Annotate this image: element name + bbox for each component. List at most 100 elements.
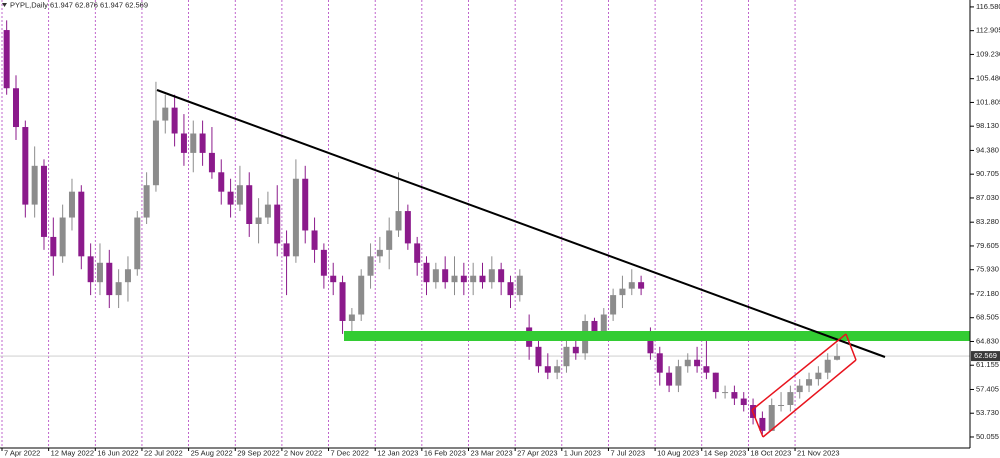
x-tick-label: 16 Feb 2023 [424, 448, 466, 457]
x-tick-label: 12 May 2022 [51, 448, 94, 457]
candle-body [731, 392, 738, 399]
candle-body [712, 372, 719, 393]
candle-body [535, 346, 542, 367]
channel-edge [845, 333, 857, 361]
candle-body [554, 366, 561, 373]
candle-body [180, 133, 187, 153]
candle-body [311, 230, 318, 250]
candle-body [134, 217, 141, 270]
candle-body [302, 178, 309, 231]
candle-body [246, 185, 253, 224]
candle-body [59, 217, 66, 257]
candle-body [40, 165, 47, 237]
candle-body [563, 346, 570, 367]
candle-body [600, 314, 607, 334]
candle-body [684, 359, 691, 367]
candle-body [796, 385, 803, 393]
x-tick-label: 7 Dec 2022 [331, 448, 369, 457]
candle-body [96, 262, 103, 283]
candle-body [460, 275, 467, 283]
candle-body [824, 359, 831, 373]
candle-body [376, 249, 383, 257]
candle-body [488, 269, 495, 283]
candle-body [330, 275, 337, 283]
channel-edge [751, 409, 764, 438]
channel-lower [762, 359, 857, 438]
x-tick-label: 18 Oct 2023 [750, 448, 791, 457]
chart-title: PYPL,Daily 61.947 62.876 61.947 62.569 [10, 0, 148, 9]
x-tick-label: 22 Jul 2022 [144, 448, 183, 457]
candle-body [423, 262, 430, 283]
y-tick-label: 87.030 [976, 193, 999, 202]
candle-body [703, 366, 710, 373]
title-icon [2, 3, 7, 7]
x-tick-label: 27 Apr 2023 [517, 448, 557, 457]
candle-body [68, 191, 75, 218]
candle-body [218, 172, 225, 192]
y-tick-label: 53.730 [976, 408, 999, 417]
candle-body [638, 282, 645, 289]
candle-body [759, 417, 766, 431]
candle-body [358, 275, 365, 315]
candle-body [162, 107, 169, 121]
candle-body [451, 275, 458, 283]
candle-body [414, 243, 421, 263]
last-price-box [971, 351, 1000, 362]
candle-body [106, 262, 113, 296]
candle-body [656, 353, 663, 373]
y-tick-label: 101.805 [976, 97, 1000, 106]
candle-body [386, 230, 393, 250]
candle-body [227, 191, 234, 205]
y-tick-label: 94.380 [976, 145, 999, 154]
channel-upper [751, 333, 847, 411]
x-tick-label: 29 Sep 2022 [237, 448, 280, 457]
candle-body [628, 282, 635, 289]
y-tick-label: 75.930 [976, 265, 999, 274]
candle-body [591, 320, 598, 334]
y-tick-label: 79.605 [976, 241, 999, 250]
y-tick-label: 105.480 [976, 74, 1000, 83]
candle-body [694, 359, 701, 367]
candle-body [404, 211, 411, 244]
candle-body [470, 275, 477, 283]
candle-body [834, 356, 841, 360]
x-tick-label: 10 Aug 2023 [657, 448, 699, 457]
candle-body [647, 333, 654, 354]
candle-body [78, 191, 85, 257]
candle-body [236, 185, 243, 205]
candle-body [12, 88, 19, 128]
support-zone [344, 331, 970, 341]
candle-body [768, 405, 775, 431]
x-tick-label: 14 Sep 2023 [704, 448, 747, 457]
y-tick-label: 64.830 [976, 336, 999, 345]
candle-body [432, 269, 439, 283]
candle-body [778, 405, 785, 407]
y-tick-label: 90.705 [976, 169, 999, 178]
candle-body [22, 127, 29, 205]
y-tick-label: 72.180 [976, 289, 999, 298]
candles-layer [3, 20, 841, 435]
candle-body [610, 295, 617, 315]
candle-body [292, 178, 299, 257]
candle-body [544, 366, 551, 373]
candle-body [199, 133, 206, 153]
candle-body [498, 269, 505, 283]
x-tick-label: 2 Nov 2022 [284, 448, 322, 457]
y-tick-label: 68.505 [976, 313, 999, 322]
candle-body [787, 392, 794, 406]
candle-body [264, 204, 271, 218]
trend-line [156, 89, 886, 358]
candle-body [619, 288, 626, 296]
y-tick-label: 50.055 [976, 432, 999, 441]
candle-body [675, 366, 682, 386]
candle-body [190, 133, 197, 153]
candle-body [367, 256, 374, 276]
candle-body [339, 282, 346, 321]
candle-body [348, 314, 355, 321]
candle-body [479, 275, 486, 283]
x-tick-label: 7 Apr 2022 [4, 448, 40, 457]
